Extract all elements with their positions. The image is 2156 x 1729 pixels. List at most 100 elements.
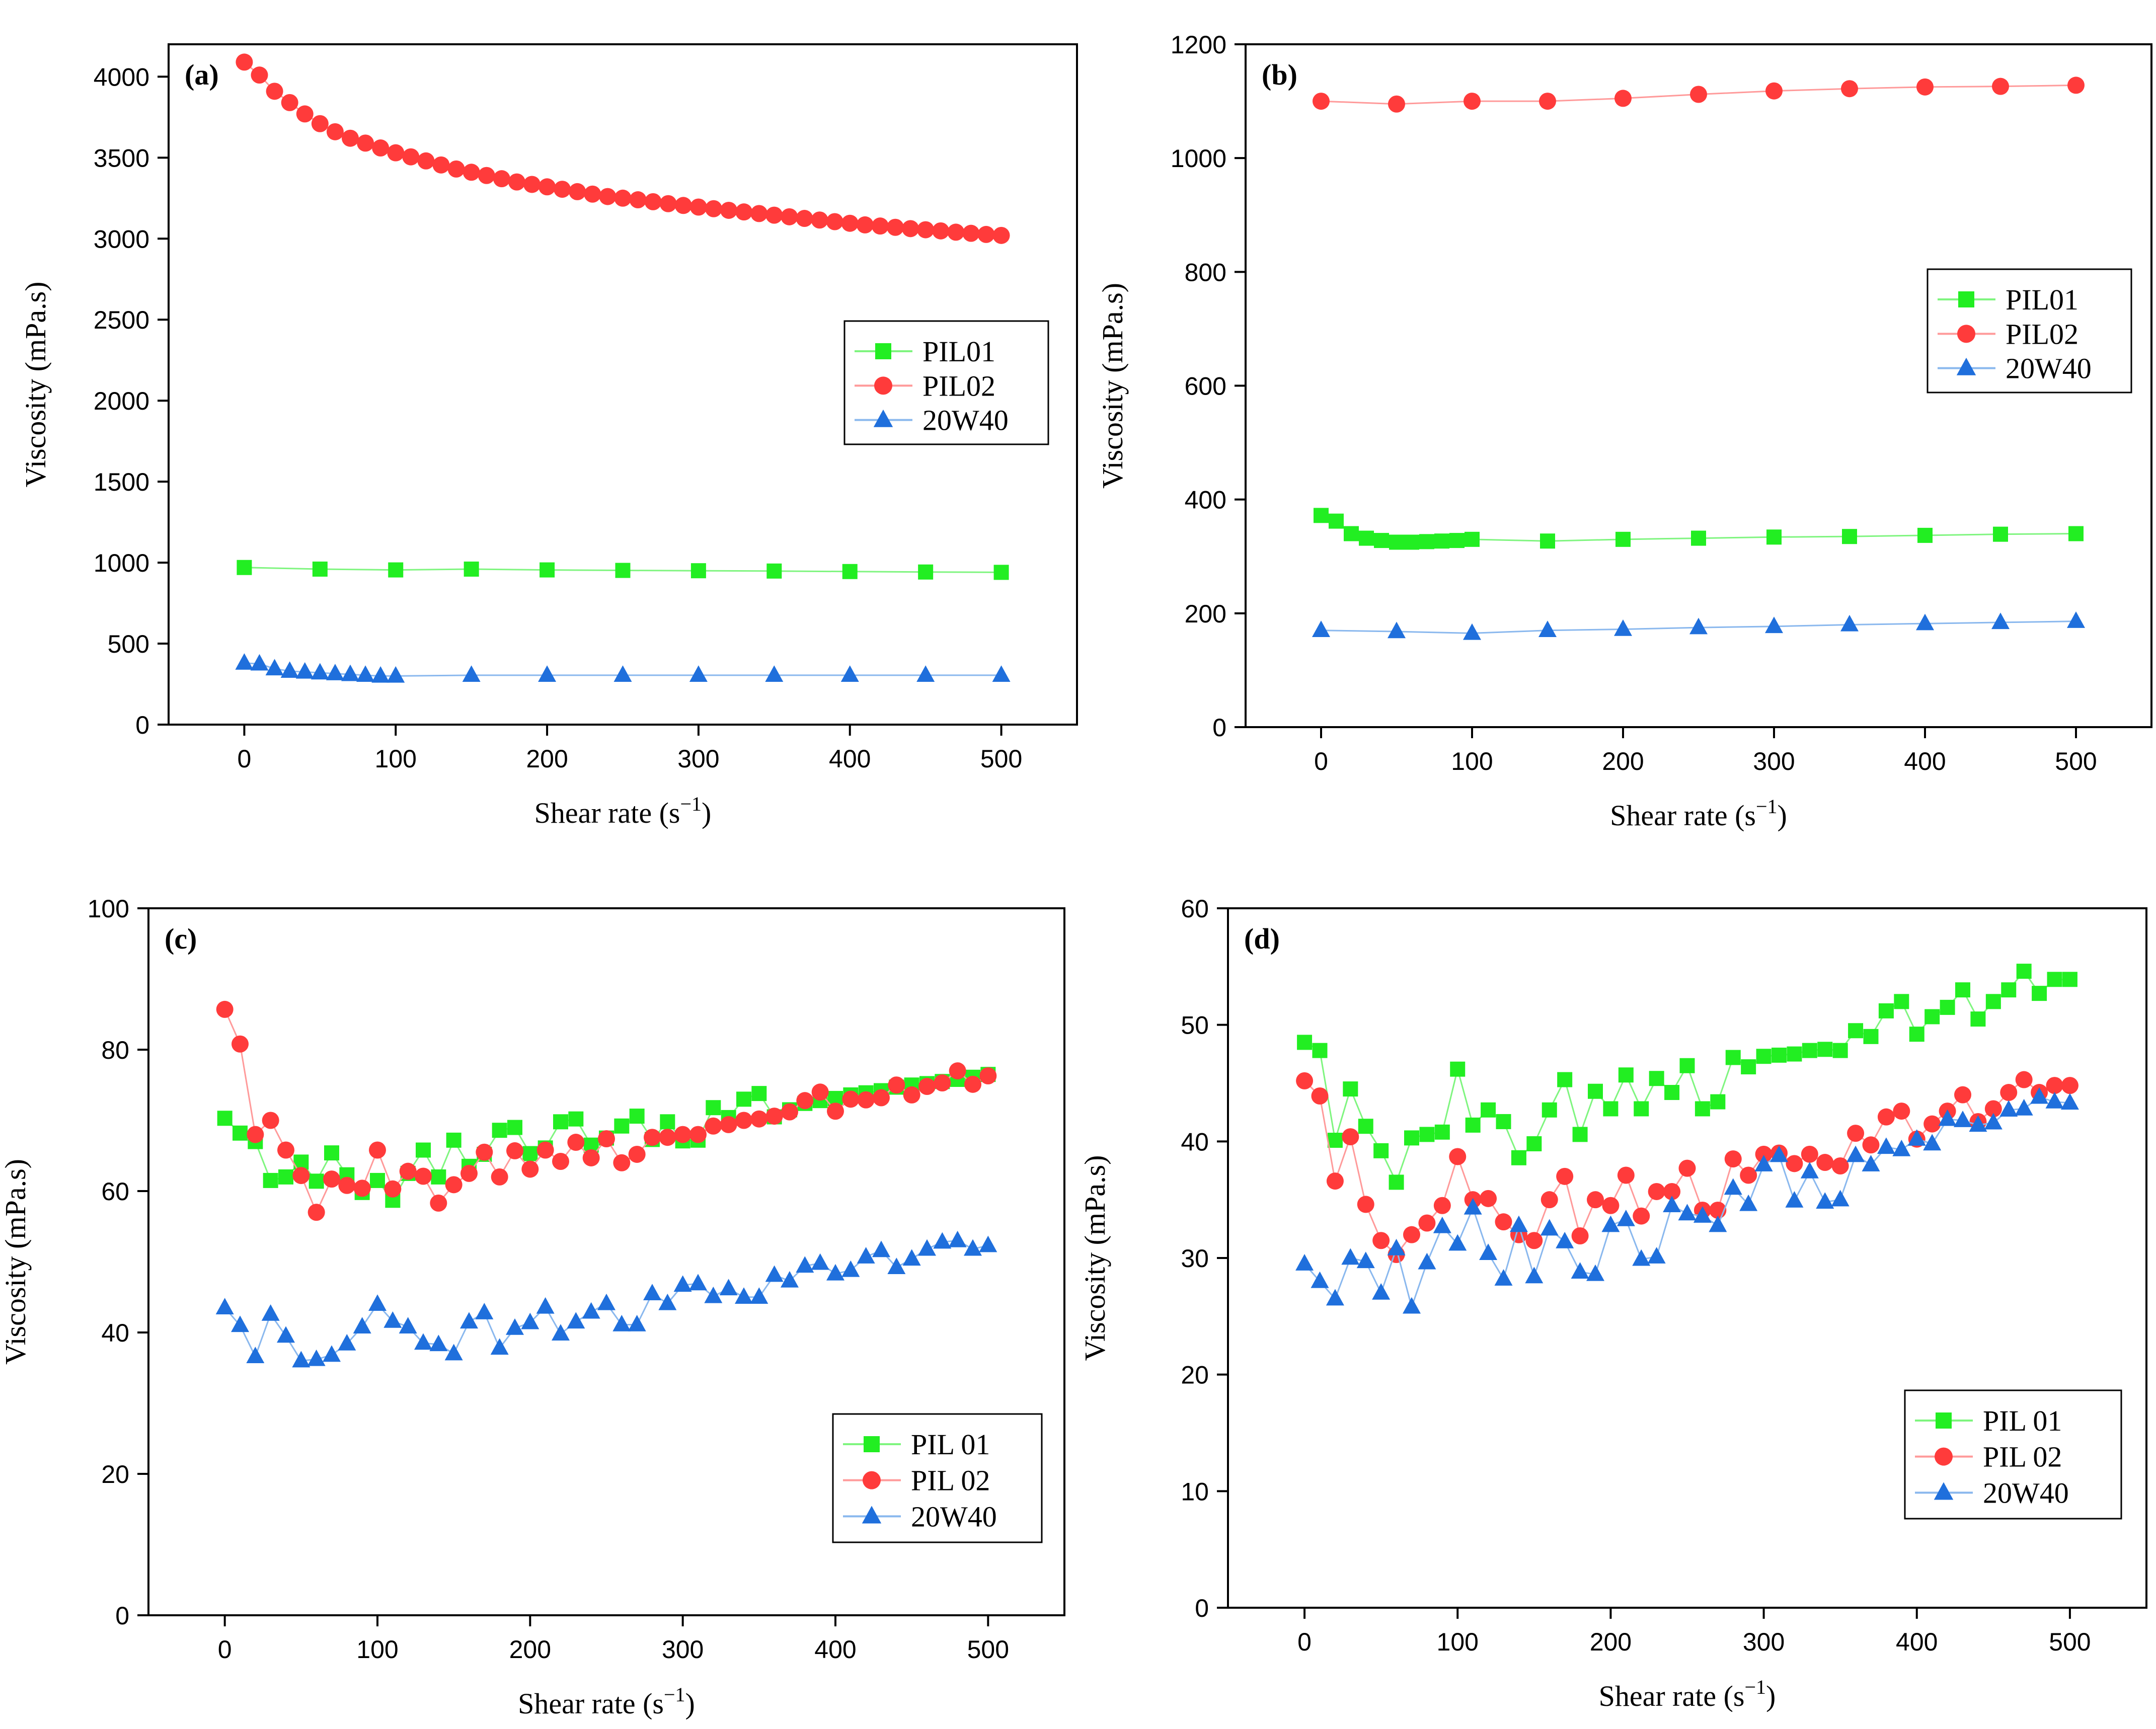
data-point-pil02: [1296, 1072, 1314, 1089]
data-point-pil02: [582, 1149, 600, 1166]
data-point-20w40: [1479, 1243, 1498, 1260]
data-point-pil01: [237, 560, 252, 575]
data-point-pil01: [918, 564, 934, 580]
data-point-20w40: [1463, 623, 1481, 640]
data-point-pil02: [705, 200, 722, 217]
x-tick-label: 0: [218, 1635, 232, 1664]
data-point-20w40: [371, 666, 390, 683]
data-point-pil02: [236, 53, 253, 71]
data-point-pil01: [1572, 1127, 1588, 1142]
legend-label: 20W40: [1983, 1476, 2069, 1509]
x-tick-label: 500: [2049, 1628, 2091, 1656]
data-point-pil02: [659, 1129, 676, 1146]
data-point-pil02: [463, 164, 480, 181]
x-tick-label: 200: [1602, 747, 1644, 775]
data-point-pil02: [599, 188, 617, 205]
data-point-pil02: [476, 1143, 493, 1161]
data-point-20w40: [673, 1275, 692, 1292]
data-point-pil02: [720, 201, 738, 219]
data-point-pil02: [1433, 1197, 1451, 1214]
legend-marker: [863, 1471, 881, 1489]
data-point-20w40: [1418, 1252, 1436, 1270]
y-tick-label: 50: [1181, 1011, 1209, 1040]
data-point-20w40: [429, 1334, 448, 1352]
y-tick-label: 10: [1181, 1477, 1209, 1506]
data-point-20w40: [796, 1256, 814, 1273]
data-point-pil02: [538, 178, 556, 196]
data-point-pil02: [1786, 1155, 1803, 1172]
data-point-20w40: [1311, 1271, 1329, 1288]
legend-marker: [1956, 357, 1976, 375]
data-point-20w40: [277, 1326, 295, 1343]
data-point-pil02: [856, 216, 874, 233]
data-point-pil01: [1618, 1067, 1634, 1083]
data-point-pil02: [1916, 78, 1934, 96]
y-tick-label: 0: [1195, 1594, 1209, 1622]
data-point-20w40: [704, 1286, 723, 1303]
data-point-pil01: [1649, 1071, 1664, 1086]
data-point-20w40: [1785, 1191, 1804, 1208]
data-point-pil02: [796, 210, 813, 227]
data-point-pil01: [2047, 972, 2062, 987]
data-point-20w40: [1387, 1238, 1406, 1255]
data-point-20w40: [1614, 619, 1632, 636]
data-point-pil02: [1403, 1226, 1420, 1243]
data-point-pil02: [2061, 1077, 2078, 1094]
data-point-20w40: [612, 1315, 631, 1331]
data-point-20w40: [338, 1333, 356, 1351]
data-point-pil02: [521, 1160, 539, 1178]
x-axis-title: Shear rate (s−1): [1610, 795, 1787, 832]
data-point-pil02: [1449, 1148, 1467, 1165]
data-point-pil02: [1587, 1191, 1604, 1209]
data-point-pil01: [1389, 1174, 1404, 1190]
data-point-20w40: [1601, 1215, 1620, 1232]
legend-marker: [1958, 291, 1974, 307]
data-point-pil02: [689, 198, 707, 216]
data-point-20w40: [1770, 1145, 1788, 1162]
data-point-20w40: [326, 664, 344, 680]
data-point-pil01: [416, 1142, 431, 1158]
data-point-pil01: [1603, 1101, 1619, 1117]
data-point-pil02: [232, 1035, 249, 1053]
data-point-pil01: [1664, 1085, 1680, 1101]
data-point-pil02: [979, 1067, 997, 1084]
data-point-pil02: [584, 185, 601, 203]
data-point-20w40: [840, 665, 859, 682]
y-tick-label: 3000: [94, 225, 149, 253]
data-point-20w40: [1765, 616, 1783, 634]
data-point-pil02: [964, 1075, 981, 1093]
data-point-pil02: [296, 105, 314, 123]
data-point-pil02: [1539, 93, 1556, 110]
data-point-pil01: [1481, 1102, 1496, 1118]
data-point-20w40: [918, 1239, 936, 1256]
data-point-20w40: [811, 1253, 829, 1270]
data-point-pil02: [932, 222, 950, 240]
data-point-pil01: [766, 563, 782, 579]
data-point-pil02: [841, 214, 859, 232]
data-point-20w40: [1724, 1178, 1742, 1195]
data-point-pil02: [506, 1142, 523, 1159]
data-point-20w40: [460, 1312, 478, 1329]
data-point-20w40: [261, 1304, 280, 1321]
plot-frame: [147, 907, 1065, 1616]
data-point-pil01: [1358, 1119, 1373, 1134]
data-point-pil02: [781, 1103, 798, 1121]
legend-marker: [862, 1506, 882, 1524]
data-point-pil01: [1756, 1049, 1772, 1064]
data-point-pil01: [1434, 533, 1449, 549]
x-tick-label: 0: [1297, 1628, 1312, 1656]
data-point-pil02: [903, 1086, 920, 1104]
data-point-20w40: [1923, 1134, 1942, 1151]
data-point-pil02: [491, 1168, 508, 1186]
data-point-20w40: [490, 1338, 509, 1355]
x-tick-label: 0: [1314, 747, 1328, 775]
data-point-pil02: [2046, 1077, 2063, 1094]
data-point-pil01: [1955, 982, 1970, 998]
legend-label: 20W40: [911, 1500, 997, 1533]
data-point-20w40: [536, 1297, 555, 1314]
legend-label: PIL 01: [911, 1428, 990, 1461]
data-point-pil01: [522, 1146, 538, 1161]
data-point-pil02: [1816, 1154, 1834, 1171]
y-tick-label: 100: [88, 895, 129, 923]
data-point-20w40: [750, 1287, 768, 1304]
